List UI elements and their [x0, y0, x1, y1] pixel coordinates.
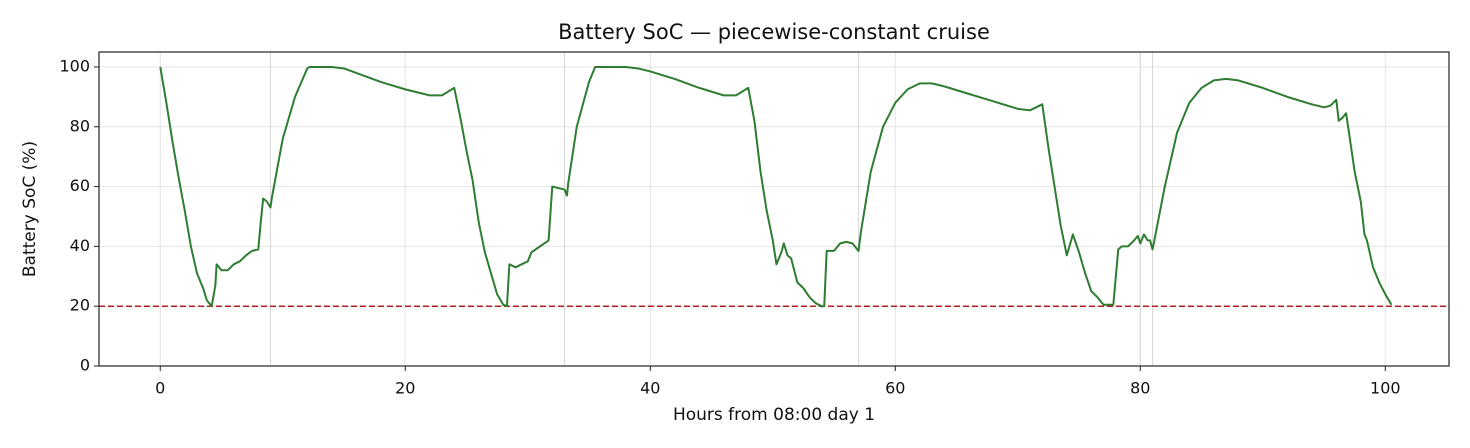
x-tick-label: 40 [640, 379, 660, 398]
y-tick-label: 60 [70, 176, 90, 195]
y-tick-label: 100 [59, 56, 90, 75]
x-axis-label: Hours from 08:00 day 1 [673, 405, 875, 425]
plot-frame [98, 51, 1450, 367]
x-tick-label: 20 [395, 379, 415, 398]
chart-title: Battery SoC — piecewise-constant cruise [558, 20, 990, 44]
series-line [159, 65, 1393, 308]
x-tick-label: 80 [1130, 379, 1150, 398]
x-tick-label: 100 [1370, 379, 1401, 398]
y-axis-label: Battery SoC (%) [20, 141, 40, 277]
y-tick-label: 0 [80, 356, 90, 375]
y-tick-label: 20 [70, 296, 90, 315]
y-tick-label: 80 [70, 116, 90, 135]
y-tick-label: 40 [70, 236, 90, 255]
x-tick-label: 0 [155, 379, 165, 398]
x-tick-label: 60 [885, 379, 905, 398]
